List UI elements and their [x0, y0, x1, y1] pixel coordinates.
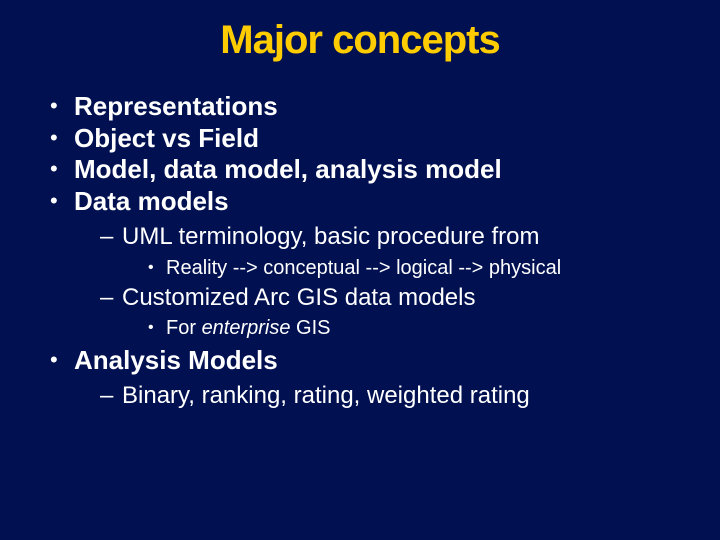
list-item: Model, data model, analysis model	[50, 154, 690, 186]
item-text: Reality --> conceptual --> logical --> p…	[166, 257, 561, 279]
list-item: Representations	[50, 91, 690, 123]
list-item: Binary, ranking, rating, weighted rating	[100, 381, 690, 412]
item-text-italic: enterprise	[202, 317, 291, 339]
bullet-list-l2: Binary, ranking, rating, weighted rating	[74, 381, 690, 412]
bullet-list-l3: For enterprise GIS	[122, 315, 690, 341]
list-item: Analysis Models Binary, ranking, rating,…	[50, 345, 690, 411]
bullet-list-l1: Representations Object vs Field Model, d…	[30, 91, 690, 412]
list-item: Reality --> conceptual --> logical --> p…	[148, 255, 690, 281]
list-item: Object vs Field	[50, 123, 690, 155]
slide: Major concepts Representations Object vs…	[0, 0, 720, 540]
item-text: Representations	[74, 91, 278, 121]
item-text: Object vs Field	[74, 123, 259, 153]
item-text: Analysis Models	[74, 345, 278, 375]
item-text-pre: For	[166, 317, 202, 339]
item-text: Binary, ranking, rating, weighted rating	[122, 382, 530, 409]
item-text: UML terminology, basic procedure from	[122, 223, 540, 250]
item-text: Customized Arc GIS data models	[122, 284, 475, 311]
item-text: Model, data model, analysis model	[74, 154, 502, 184]
list-item: For enterprise GIS	[148, 315, 690, 341]
item-text: Data models	[74, 186, 229, 216]
list-item: Data models UML terminology, basic proce…	[50, 186, 690, 341]
slide-title: Major concepts	[30, 18, 690, 63]
list-item: UML terminology, basic procedure from Re…	[100, 222, 690, 281]
bullet-list-l2: UML terminology, basic procedure from Re…	[74, 222, 690, 341]
item-text-post: GIS	[291, 317, 331, 339]
list-item: Customized Arc GIS data models For enter…	[100, 283, 690, 342]
bullet-list-l3: Reality --> conceptual --> logical --> p…	[122, 255, 690, 281]
